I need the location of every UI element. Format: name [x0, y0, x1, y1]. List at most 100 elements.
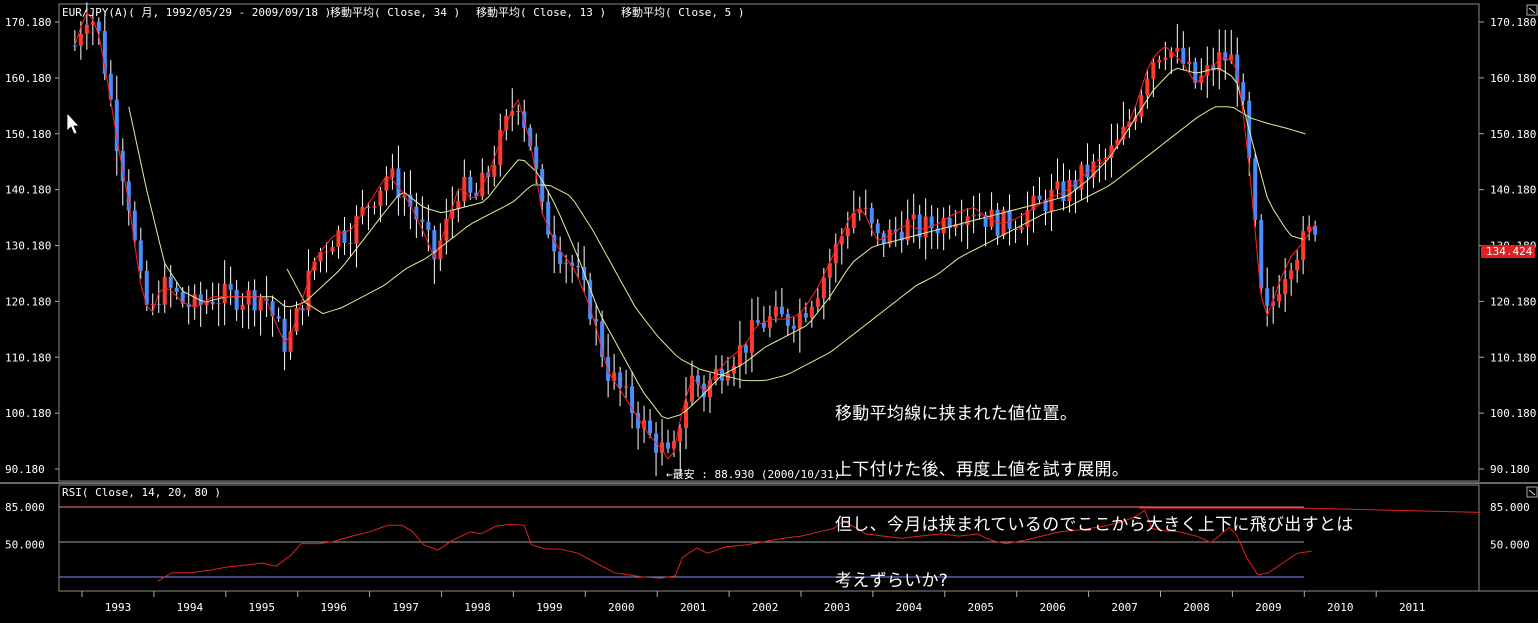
candle-body — [216, 303, 221, 305]
last-price-value: 134.424 — [1486, 245, 1533, 258]
candle-body — [1193, 61, 1198, 84]
candle-body — [905, 219, 910, 241]
candle-body — [186, 303, 191, 308]
candle-body — [306, 270, 311, 311]
rsi-tick-label-left: 50.000 — [5, 539, 45, 552]
candle-body — [983, 214, 988, 227]
price-tick-label-right: 120.180 — [1490, 295, 1536, 308]
time-tick-label: 2006 — [1039, 601, 1066, 614]
candle-body — [438, 240, 443, 260]
annotation-line-3: 但し、今月は挟まれているのでここから大きく上下に飛び出すとは — [835, 515, 1354, 535]
candle-body — [1013, 228, 1018, 230]
candle-body — [1265, 288, 1270, 306]
mouse-pointer-icon — [66, 111, 80, 135]
candle-body — [923, 216, 928, 238]
candle-body — [78, 33, 83, 46]
price-tick-label-right: 150.180 — [1490, 128, 1536, 141]
candle-body — [276, 316, 281, 319]
candle-body — [1085, 164, 1090, 178]
price-tick-label-left: 170.180 — [5, 16, 51, 29]
time-tick-label: 2011 — [1399, 601, 1426, 614]
candle-body — [707, 380, 712, 398]
candle-body — [791, 325, 796, 329]
time-tick-label: 1993 — [105, 601, 132, 614]
candle-body — [863, 207, 868, 209]
candle-body — [462, 176, 467, 202]
price-tick-label-left: 160.180 — [5, 72, 51, 85]
time-tick-label: 1995 — [249, 601, 276, 614]
main-panel-collapse-button[interactable] — [1526, 4, 1538, 16]
candle-body — [761, 322, 766, 328]
candle-body — [372, 206, 377, 208]
candle-body — [1157, 59, 1162, 63]
candle-body — [965, 216, 970, 225]
candle-body — [474, 192, 479, 197]
candle-body — [743, 345, 748, 353]
candle-body — [690, 375, 695, 402]
candle-body — [84, 24, 89, 34]
candle-body — [887, 229, 892, 245]
candle-body — [126, 181, 131, 211]
candle-body — [803, 313, 808, 318]
candle-body — [1181, 48, 1186, 64]
candle-body — [648, 420, 653, 434]
candle-body — [624, 386, 629, 388]
candle-body — [240, 304, 245, 311]
candle-body — [468, 176, 473, 193]
candle-body — [120, 151, 125, 182]
candle-body — [144, 270, 149, 305]
low-price-label: ←最安 : 88.930 (2000/10/31) — [666, 467, 840, 481]
candle-body — [845, 228, 850, 237]
price-tick-label-right: 90.180 — [1490, 463, 1530, 476]
candle-body — [971, 214, 976, 217]
rsi-panel-collapse-button[interactable] — [1526, 486, 1538, 498]
candle-body — [318, 252, 323, 262]
moving-average-lines — [74, 12, 1316, 460]
candle-body — [1229, 54, 1234, 61]
candle-body — [737, 345, 742, 367]
price-tick-label-left: 120.180 — [5, 295, 51, 308]
candle-body — [701, 383, 706, 398]
rsi-series — [157, 507, 1481, 582]
candle-body — [330, 246, 335, 252]
candle-body — [552, 234, 557, 252]
candle-body — [618, 372, 623, 388]
candle-body — [72, 45, 77, 47]
candle-body — [773, 306, 778, 317]
candle-body — [666, 442, 671, 449]
candle-body — [779, 306, 784, 315]
candle-body — [1073, 180, 1078, 190]
candle-body — [695, 375, 700, 384]
candle-body — [312, 261, 317, 271]
candle-body — [1121, 126, 1126, 140]
annotation-line-1: 移動平均線に挟まれた値位置。 — [835, 404, 1078, 424]
candle-body — [492, 165, 497, 177]
candle-body — [516, 110, 521, 112]
candle-body — [1235, 54, 1240, 83]
candle-body — [1127, 121, 1132, 127]
price-tick-label-right: 140.180 — [1490, 184, 1536, 197]
candle-body — [1139, 95, 1144, 117]
candle-body — [444, 219, 449, 241]
candle-body — [606, 357, 611, 381]
candle-body — [1103, 157, 1108, 160]
time-tick-label: 2010 — [1327, 601, 1354, 614]
candle-body — [402, 194, 407, 198]
candle-body — [1271, 301, 1276, 306]
candle-body — [396, 168, 401, 198]
candle-body — [941, 217, 946, 234]
candle-body — [1097, 159, 1102, 162]
candle-body — [630, 386, 635, 414]
last-price-tag — [1481, 245, 1535, 258]
candle-body — [953, 224, 958, 229]
candle-body — [228, 283, 233, 290]
time-tick-label: 2003 — [824, 601, 851, 614]
rsi-tick-label-left: 85.000 — [5, 501, 45, 514]
candle-body — [162, 276, 167, 305]
candle-body — [504, 115, 509, 130]
candle-body — [839, 236, 844, 245]
candle-body — [360, 206, 365, 216]
annotation-line-4: 考えずらいか? — [835, 570, 949, 591]
candle-body — [1211, 65, 1216, 71]
candle-body — [366, 206, 371, 208]
